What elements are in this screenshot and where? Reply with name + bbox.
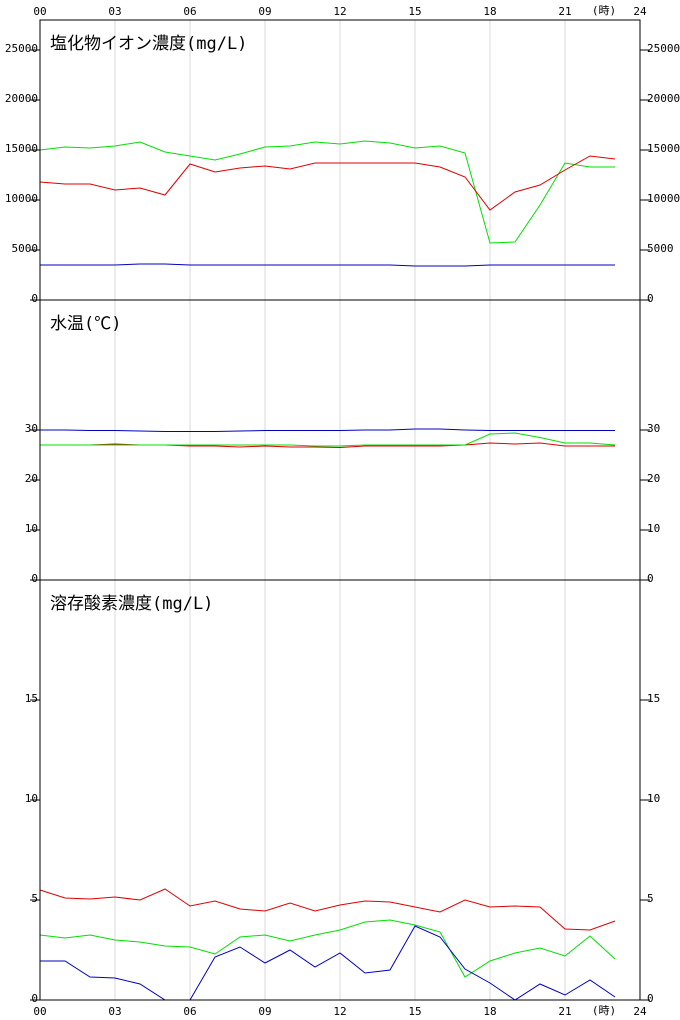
y-tick-label: 25000 — [647, 42, 680, 55]
panel-title: 水温(℃) — [50, 314, 121, 334]
x-tick-label: 06 — [183, 1005, 196, 1018]
y-tick-label: 0 — [647, 572, 654, 585]
y-tick-label: 0 — [31, 992, 38, 1005]
y-tick-label: 15 — [25, 692, 38, 705]
panel-frame — [39, 579, 641, 1001]
y-tick-label: 10 — [25, 522, 38, 535]
x-tick-label: 06 — [183, 5, 196, 18]
y-tick-label: 20000 — [647, 92, 680, 105]
x-tick-label: 00 — [33, 1005, 46, 1018]
data-line — [39, 140, 615, 244]
x-tick-label: 00 — [33, 5, 46, 18]
data-line — [39, 919, 616, 978]
y-tick-label: 10000 — [5, 192, 38, 205]
x-axis-label: (時) — [592, 1004, 616, 1017]
y-tick-label: 20000 — [5, 92, 38, 105]
x-tick-label: 21 — [558, 5, 571, 18]
y-tick-label: 30 — [25, 422, 38, 435]
y-tick-label: 5000 — [12, 242, 39, 255]
data-line — [39, 155, 616, 211]
y-tick-label: 25000 — [5, 42, 38, 55]
y-tick-label: 30 — [647, 422, 660, 435]
x-tick-label: 15 — [408, 1005, 421, 1018]
x-tick-label: 09 — [258, 1005, 271, 1018]
y-tick-label: 0 — [647, 992, 654, 1005]
data-line — [40, 432, 616, 447]
x-tick-label: 21 — [558, 1005, 571, 1018]
y-tick-label: 10 — [25, 792, 38, 805]
panel-title: 溶存酸素濃度(mg/L) — [50, 594, 213, 614]
x-tick-label: 18 — [483, 1005, 496, 1018]
data-line — [39, 888, 616, 931]
x-axis-label: (時) — [592, 4, 616, 17]
x-tick-label: 24 — [633, 1005, 647, 1018]
x-tick-label: 18 — [483, 5, 496, 18]
x-tick-label: 09 — [258, 5, 271, 18]
x-tick-label: 15 — [408, 5, 421, 18]
x-tick-label: 12 — [333, 5, 346, 18]
data-line — [40, 428, 615, 432]
x-tick-label: 03 — [108, 5, 121, 18]
y-tick-label: 5 — [31, 892, 38, 905]
x-tick-label: 03 — [108, 1005, 121, 1018]
y-tick-label: 20 — [25, 472, 38, 485]
y-tick-label: 0 — [31, 292, 38, 305]
x-tick-label: 24 — [633, 5, 647, 18]
y-tick-label: 15000 — [647, 142, 680, 155]
y-tick-label: 15000 — [5, 142, 38, 155]
data-line — [40, 263, 615, 267]
y-tick-label: 5000 — [647, 242, 674, 255]
panel-title: 塩化物イオン濃度(mg/L) — [50, 34, 247, 54]
x-tick-label: 12 — [333, 1005, 346, 1018]
y-tick-label: 0 — [31, 572, 38, 585]
y-tick-label: 5 — [647, 892, 654, 905]
y-tick-label: 10 — [647, 792, 660, 805]
y-tick-label: 10000 — [647, 192, 680, 205]
y-tick-label: 15 — [647, 692, 660, 705]
y-tick-label: 10 — [647, 522, 660, 535]
y-tick-label: 20 — [647, 472, 660, 485]
y-tick-label: 0 — [647, 292, 654, 305]
data-line — [40, 925, 616, 1001]
